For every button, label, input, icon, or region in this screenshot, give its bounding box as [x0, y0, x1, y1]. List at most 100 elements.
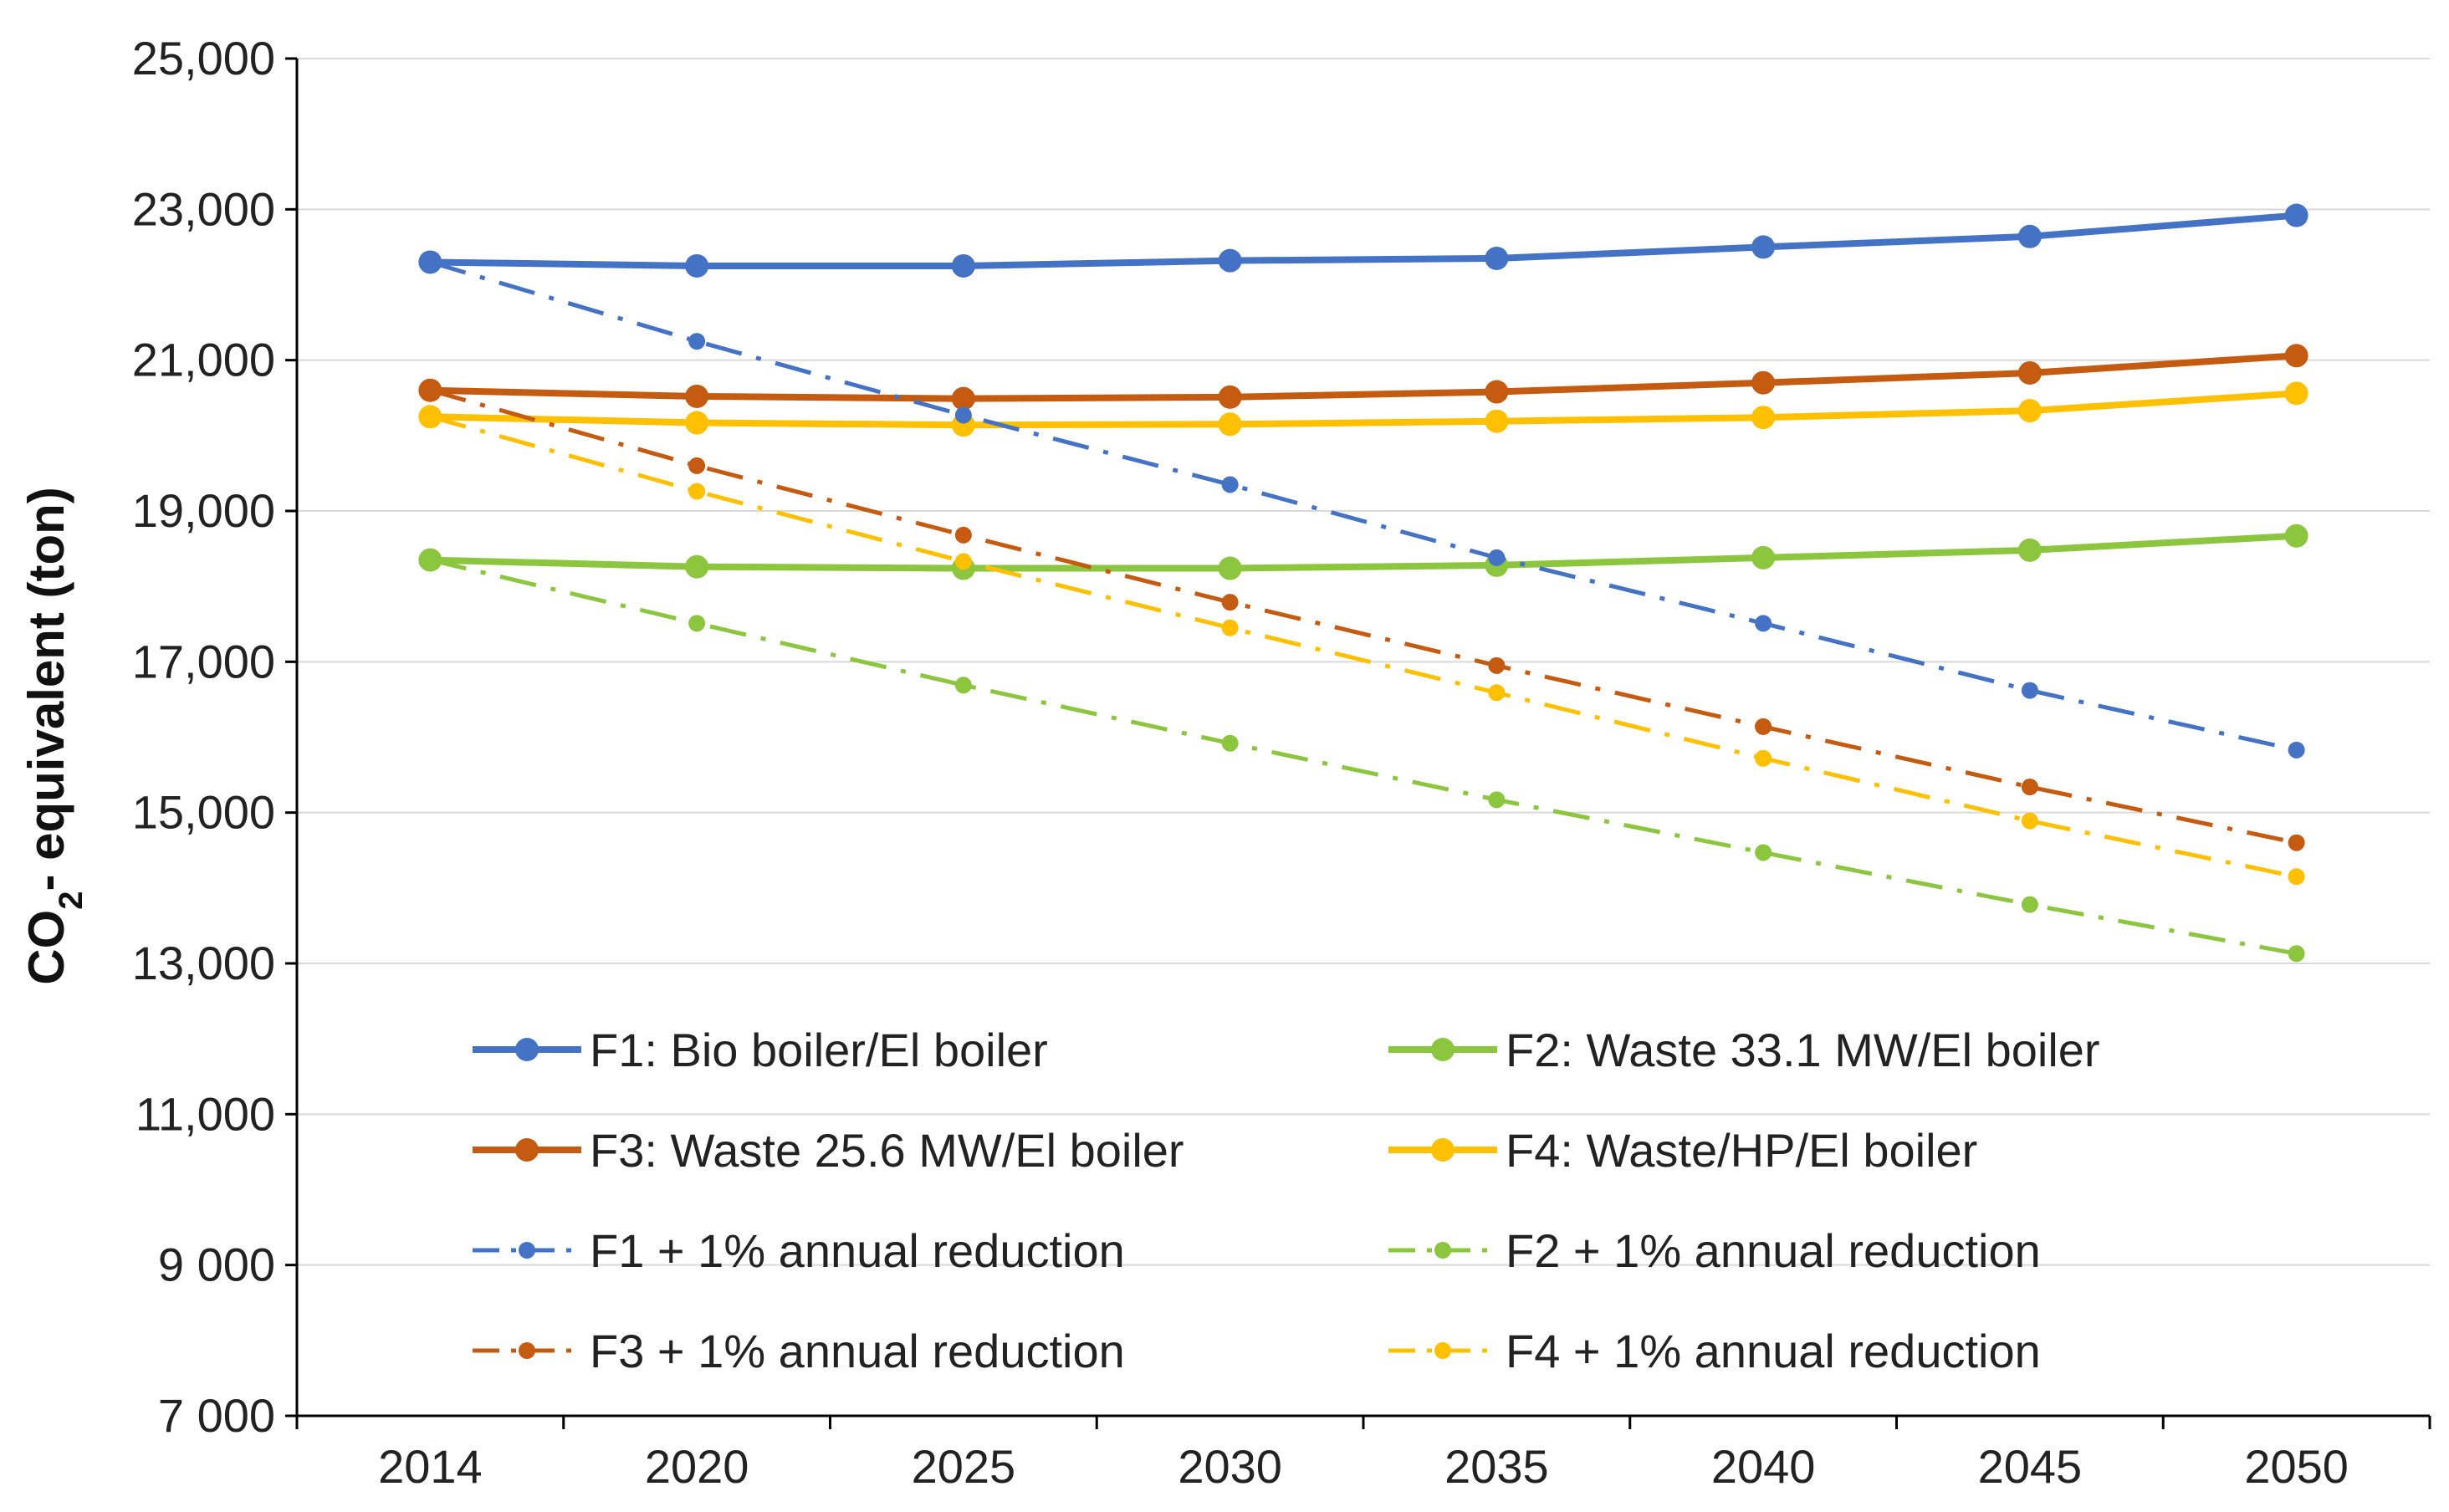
- y-tick-label: 19,000: [132, 484, 275, 537]
- legend-swatch-marker: [1434, 1342, 1451, 1359]
- y-tick-label: 21,000: [132, 334, 275, 386]
- data-point: [685, 253, 709, 278]
- data-point: [951, 386, 975, 411]
- legend-label: F2 + 1% annual reduction: [1506, 1224, 2041, 1277]
- data-point: [422, 381, 439, 399]
- data-point: [688, 615, 706, 632]
- data-point: [2017, 224, 2042, 248]
- axes: [285, 57, 2431, 1429]
- data-point: [1488, 791, 1506, 809]
- data-point: [1488, 549, 1506, 566]
- legend-item-6: F2 + 1% annual reduction: [1388, 1224, 2041, 1277]
- series-1: [418, 203, 2308, 278]
- data-point: [2284, 344, 2308, 368]
- legend-swatch-marker: [519, 1242, 535, 1259]
- y-tick-label: 23,000: [132, 182, 275, 235]
- data-point: [2021, 896, 2038, 913]
- y-tick-label: 9 000: [158, 1239, 275, 1291]
- data-point: [1218, 248, 1242, 273]
- data-point: [1755, 615, 1772, 632]
- x-tick-label: 2020: [645, 1440, 749, 1493]
- data-point: [1755, 844, 1772, 861]
- x-tick-label: 2014: [378, 1440, 483, 1493]
- data-point: [2017, 399, 2042, 423]
- series-8: [422, 408, 2305, 886]
- data-point: [2288, 741, 2305, 759]
- data-point: [1751, 235, 1776, 259]
- data-point: [1485, 409, 1509, 433]
- data-point: [2288, 945, 2305, 963]
- data-point: [1221, 734, 1239, 752]
- data-point: [1218, 385, 1242, 409]
- data-point: [2284, 203, 2308, 227]
- series-line: [429, 558, 2298, 956]
- data-point: [422, 253, 439, 271]
- data-point: [1755, 749, 1772, 767]
- legend-item-7: F3 + 1% annual reduction: [473, 1325, 1125, 1377]
- series-line: [429, 414, 2298, 879]
- legend: F1: Bio boiler/El boiler F2: Waste 33.1 M…: [473, 1024, 2100, 1377]
- x-tick-label: 2050: [2244, 1440, 2349, 1493]
- data-point: [1488, 684, 1506, 702]
- legend-label: F3 + 1% annual reduction: [590, 1325, 1125, 1377]
- legend-swatch-marker: [519, 1342, 535, 1359]
- data-point: [1221, 619, 1239, 636]
- data-point: [1751, 370, 1776, 395]
- data-point: [2288, 868, 2305, 886]
- legend-label: F2: Waste 33.1 MW/El boiler: [1506, 1024, 2100, 1076]
- y-tick-label: 15,000: [132, 786, 275, 839]
- y-axis-label-rest: - equivalent (ton): [18, 487, 74, 891]
- data-point: [688, 333, 706, 350]
- legend-item-1: F1: Bio boiler/El boiler: [473, 1024, 1048, 1076]
- data-point: [951, 253, 975, 278]
- series-5: [422, 253, 2305, 759]
- data-point: [422, 408, 439, 426]
- legend-label: F4 + 1% annual reduction: [1506, 1325, 2041, 1377]
- legend-swatch-marker: [1431, 1138, 1455, 1162]
- series-line: [429, 388, 2298, 845]
- y-tick-label: 17,000: [132, 635, 275, 687]
- legend-swatch-marker: [1431, 1038, 1455, 1061]
- data-point: [954, 526, 972, 544]
- y-axis-label-main: CO: [18, 910, 74, 985]
- legend-label: F3: Waste 25.6 MW/El boiler: [590, 1124, 1184, 1177]
- series-7: [422, 381, 2305, 851]
- data-point: [685, 384, 709, 408]
- y-axis-label-subscript: 2: [53, 891, 89, 910]
- data-point: [2017, 538, 2042, 562]
- data-point: [954, 553, 972, 570]
- data-point: [688, 457, 706, 474]
- data-point: [2021, 682, 2038, 699]
- series-line: [430, 532, 2297, 572]
- data-point: [688, 483, 706, 500]
- data-point: [954, 677, 972, 694]
- series-line: [429, 260, 2298, 753]
- x-tick-label: 2025: [912, 1440, 1016, 1493]
- data-point: [2017, 360, 2042, 385]
- y-tick-label: 7 000: [158, 1389, 275, 1442]
- data-point: [685, 411, 709, 435]
- y-tick-label: 13,000: [132, 937, 275, 989]
- series-line: [430, 352, 2297, 402]
- data-point: [685, 554, 709, 579]
- data-point: [954, 406, 972, 424]
- data-point: [1218, 556, 1242, 580]
- series-group: [418, 203, 2308, 963]
- data-point: [1488, 656, 1506, 674]
- data-point: [2284, 524, 2308, 548]
- legend-swatch-marker: [515, 1038, 539, 1061]
- data-point: [1755, 718, 1772, 735]
- data-point: [2288, 834, 2305, 851]
- legend-swatch-marker: [515, 1138, 539, 1162]
- y-tick-label: 25,000: [132, 32, 275, 84]
- data-point: [422, 551, 439, 569]
- data-point: [1485, 380, 1509, 404]
- x-tick-label: 2035: [1444, 1440, 1549, 1493]
- data-point: [1485, 246, 1509, 270]
- data-point: [1221, 594, 1239, 611]
- legend-item-4: F4: Waste/HP/El boiler: [1388, 1124, 1977, 1177]
- legend-label: F4: Waste/HP/El boiler: [1506, 1124, 1977, 1177]
- data-point: [1221, 476, 1239, 493]
- data-point: [2021, 779, 2038, 796]
